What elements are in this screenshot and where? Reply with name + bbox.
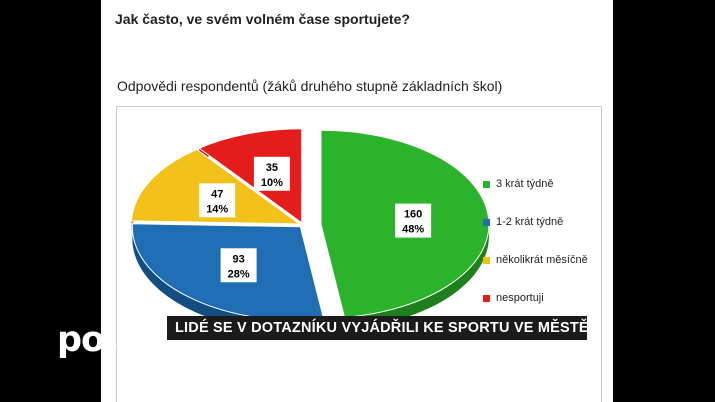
legend-item-n-kolikr-t-m-s-n-: několikrát měsíčně (483, 253, 588, 267)
data-percent-3-kr-t-t-dn-: 48% (402, 224, 424, 236)
presentation-slide: Jak často, ve svém volném čase sportujet… (101, 0, 613, 402)
pie-slice-nesportuji (198, 128, 303, 224)
data-value-nesportuji: 35 (266, 162, 278, 174)
news-ticker: LIDÉ SE V DOTAZNÍKU VYJÁDŘILI KE SPORTU … (167, 316, 589, 340)
legend-item-nesportuji: nesportuji (483, 291, 588, 305)
legend-swatch (483, 218, 490, 226)
data-percent-1-2-kr-t-t-dn-: 28% (228, 268, 250, 280)
legend-label: nesportuji (496, 292, 544, 304)
legend-item-3-kr-t-t-dn-: 3 krát týdně (483, 177, 588, 191)
chart-subtitle: Odpovědi respondentů (žáků druhého stupn… (117, 78, 503, 94)
data-value-3-kr-t-t-dn-: 160 (404, 209, 422, 221)
chart-legend: 3 krát týdně 1-2 krát týdně několikrát měs… (483, 177, 588, 329)
chart-area: 160 48% 93 28% 47 14% 35 10% 3 krát týdně 1-2 kr… (116, 106, 602, 402)
legend-label: 3 krát týdně (496, 178, 554, 190)
data-value-n-kolikr-t-m-s-n-: 47 (211, 188, 223, 200)
legend-label: několikrát měsíčně (496, 254, 588, 266)
survey-question: Jak často, ve svém volném čase sportujet… (115, 11, 410, 27)
polar-logo: polar (57, 320, 155, 360)
legend-swatch (483, 256, 490, 264)
data-value-1-2-kr-t-t-dn-: 93 (232, 253, 244, 265)
data-percent-n-kolikr-t-m-s-n-: 14% (206, 203, 228, 215)
legend-swatch (483, 180, 490, 188)
legend-swatch (483, 294, 490, 302)
data-percent-nesportuji: 10% (261, 177, 283, 189)
legend-label: 1-2 krát týdně (496, 216, 564, 228)
legend-item-1-2-kr-t-t-dn-: 1-2 krát týdně (483, 215, 588, 229)
